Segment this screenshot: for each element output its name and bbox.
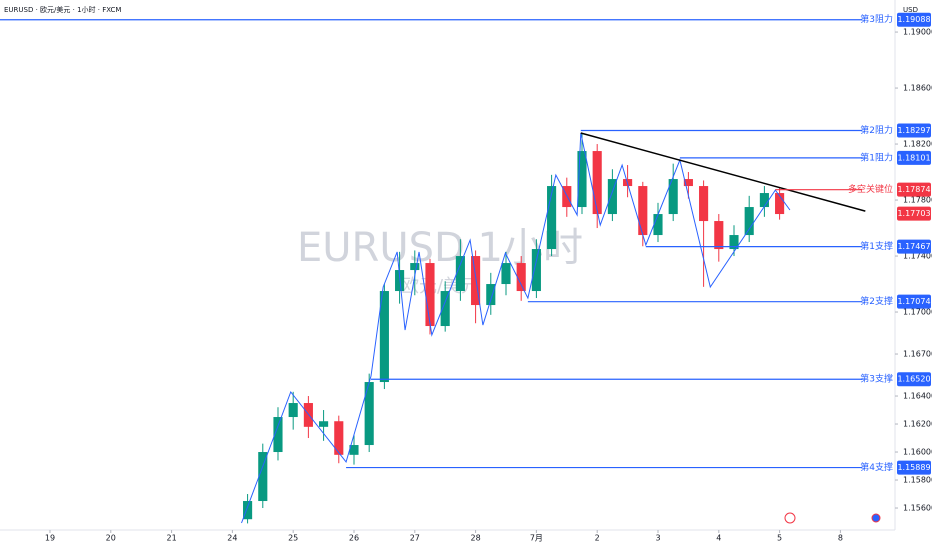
- candle-body: [501, 263, 511, 285]
- last-price-label: 1.17703: [897, 209, 930, 218]
- x-tick-label: 25: [288, 534, 298, 543]
- price-box: [897, 182, 931, 197]
- x-tick-label: 4: [716, 534, 721, 543]
- event-icon[interactable]: [871, 513, 881, 523]
- y-tick-label: 1.15800: [903, 476, 932, 485]
- price-box: [897, 372, 931, 387]
- price-box: [897, 123, 931, 138]
- y-tick-label: 1.16700: [903, 350, 932, 359]
- candle-body: [531, 249, 541, 292]
- x-tick-label: 24: [227, 534, 237, 543]
- x-tick-label: 27: [410, 534, 420, 543]
- candle-body: [258, 452, 268, 502]
- candle-body: [744, 207, 754, 236]
- candle-body: [243, 501, 253, 520]
- candle-body: [683, 179, 693, 187]
- candle-body: [288, 403, 298, 418]
- candle-body: [349, 445, 359, 455]
- x-tick-label: 28: [470, 534, 480, 543]
- price-box-label: 1.18297: [897, 126, 930, 135]
- candle-body: [425, 263, 435, 327]
- event-icon[interactable]: [784, 512, 796, 524]
- price-box-label: 1.15889: [897, 463, 930, 472]
- price-box-label: 1.17874: [897, 185, 930, 194]
- y-tick-label: 1.16000: [903, 448, 932, 457]
- x-tick-label: 26: [349, 534, 359, 543]
- candle-body: [729, 235, 739, 250]
- last-price-box: [897, 206, 931, 221]
- x-tick-label: 8: [838, 534, 843, 543]
- x-tick-label: 3: [655, 534, 660, 543]
- level-name: 多空关键位: [848, 183, 893, 195]
- level-name: 第4支撑: [860, 461, 893, 473]
- y-tick-label: 1.15600: [903, 504, 932, 513]
- chart-title: EURUSD · 欧元/美元 · 1小时 · FXCM: [4, 5, 121, 14]
- price-box-label: 1.19088: [897, 15, 930, 24]
- candle-body: [273, 417, 283, 453]
- candle-body: [379, 291, 389, 383]
- candle-body: [364, 382, 374, 446]
- level-name: 第1阻力: [860, 151, 893, 163]
- candle-body: [607, 179, 617, 215]
- candle-body: [775, 193, 785, 215]
- y-tick-label: 1.16400: [903, 392, 932, 401]
- level-name: 第1支撑: [860, 240, 893, 252]
- x-tick-label: 21: [166, 534, 176, 543]
- zigzag-line: [241, 132, 791, 524]
- y-tick-label: 1.18200: [903, 140, 932, 149]
- x-tick-label: 19: [45, 534, 55, 543]
- candle-body: [653, 214, 663, 236]
- candle-body: [592, 151, 602, 215]
- level-name: 第2阻力: [860, 124, 893, 136]
- price-box-label: 1.17467: [897, 242, 930, 251]
- candle-body: [714, 221, 724, 250]
- currency: USD: [903, 6, 918, 14]
- candle-body: [699, 186, 709, 222]
- price-box-label: 1.18101: [897, 153, 930, 162]
- y-tick-label: 1.18600: [903, 84, 932, 93]
- candle-body: [486, 284, 496, 306]
- candle-body: [759, 193, 769, 208]
- candle-body: [638, 186, 648, 236]
- candle-body: [319, 421, 329, 427]
- y-tick-label: 1.19000: [903, 28, 932, 37]
- price-box: [897, 460, 931, 475]
- trend-line: [580, 132, 866, 212]
- y-tick-label: 1.17000: [903, 308, 932, 317]
- candle-body: [471, 256, 481, 306]
- price-box-label: 1.17074: [897, 297, 930, 306]
- candle-body: [334, 421, 344, 455]
- candle-body: [547, 186, 557, 250]
- candle-body: [577, 151, 587, 208]
- candle-body: [516, 263, 526, 292]
- candle-body: [410, 263, 420, 271]
- level-name: 第2支撑: [860, 295, 893, 307]
- price-box: [897, 239, 931, 254]
- candle-body: [668, 179, 678, 215]
- x-tick-label: 7月: [530, 534, 543, 543]
- price-box-label: 1.16520: [897, 375, 930, 384]
- x-tick-label: 5: [777, 534, 782, 543]
- x-tick-label: 2: [595, 534, 600, 543]
- x-tick-label: 20: [106, 534, 116, 543]
- candle-body: [440, 291, 450, 327]
- y-tick-label: 1.17400: [903, 252, 932, 261]
- level-name: 第3阻力: [860, 13, 893, 25]
- y-tick-label: 1.16200: [903, 420, 932, 429]
- price-box: [897, 12, 931, 27]
- level-name: 第3支撑: [860, 373, 893, 385]
- candle-body: [455, 256, 465, 292]
- price-box: [897, 150, 931, 165]
- y-tick-label: 1.17800: [903, 196, 932, 205]
- price-box: [897, 294, 931, 309]
